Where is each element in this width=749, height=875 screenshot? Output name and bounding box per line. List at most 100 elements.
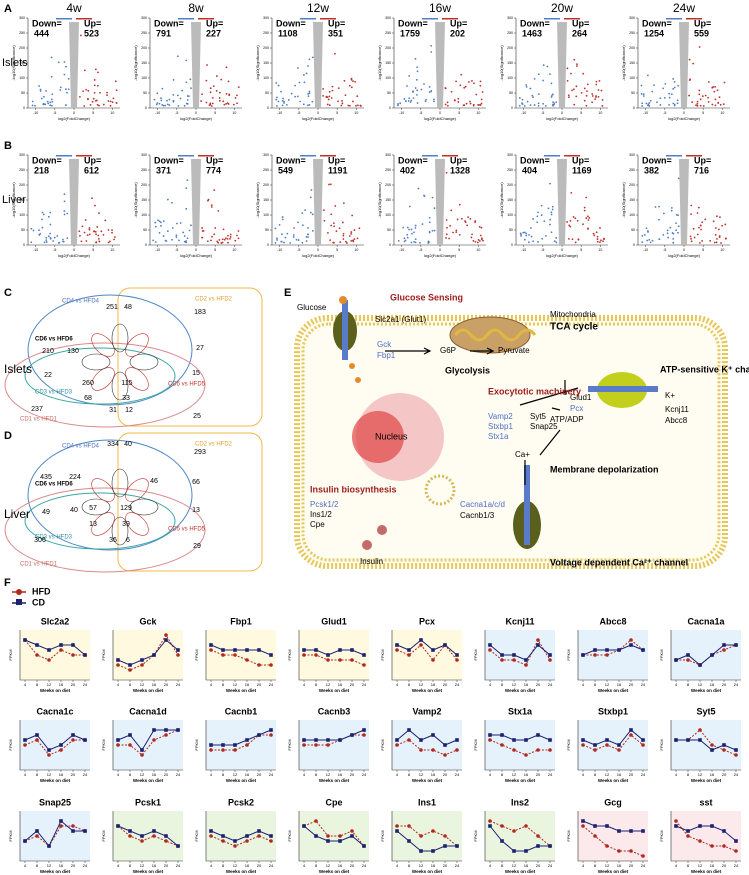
point: [221, 748, 225, 752]
point: [164, 638, 168, 642]
y-tick-label: 250: [507, 31, 513, 35]
dot: [408, 97, 411, 100]
count: 306: [34, 537, 46, 544]
dot: [357, 104, 359, 107]
point: [455, 748, 459, 752]
axis: [112, 720, 183, 771]
x-axis-label: Weeks on diet: [598, 688, 629, 693]
x-tick-label: 16: [338, 772, 343, 777]
dot: [528, 234, 530, 236]
dot: [99, 91, 101, 94]
point: [524, 824, 528, 828]
gene-title: Syt5: [696, 706, 715, 716]
dot: [582, 223, 584, 226]
dot: [463, 86, 466, 89]
dot: [63, 61, 66, 63]
x-tick-label: 24: [176, 682, 181, 687]
dot: [221, 238, 224, 241]
dot: [699, 104, 702, 107]
dot: [52, 240, 55, 242]
dot: [190, 224, 192, 227]
dot: [659, 104, 662, 106]
dot: [87, 98, 89, 101]
dot: [669, 226, 672, 229]
dot: [307, 104, 309, 107]
dot: [428, 91, 431, 94]
y-axis-label: FPKM: [473, 739, 478, 750]
x-tick-label: 20: [629, 863, 634, 868]
dot: [698, 226, 700, 229]
dot: [550, 231, 553, 234]
dot: [417, 187, 420, 190]
dot: [571, 89, 573, 92]
point: [593, 748, 597, 752]
dot: [164, 239, 167, 242]
dot: [672, 78, 675, 80]
point: [431, 849, 435, 853]
dot: [160, 99, 163, 102]
x-tick-label: -10: [277, 248, 282, 252]
dot: [696, 105, 699, 107]
chart-bg: [578, 630, 648, 680]
dot: [713, 241, 716, 244]
dot: [338, 227, 341, 230]
dot: [666, 229, 669, 232]
dot: [210, 204, 213, 207]
down-count: 404: [522, 165, 537, 175]
up-label: Up=: [450, 155, 467, 165]
dot: [348, 104, 351, 107]
x-tick-label: 16: [338, 682, 343, 687]
label: Vamp2: [488, 412, 513, 421]
dot: [63, 193, 66, 196]
x-tick-label: 24: [548, 772, 553, 777]
petal: [81, 498, 111, 516]
dot: [209, 91, 212, 94]
point: [581, 743, 585, 747]
dot: [210, 239, 212, 242]
dot: [30, 241, 33, 244]
x-axis-label: Weeks on diet: [505, 778, 536, 783]
dot: [592, 232, 595, 235]
insulin-granule: [377, 525, 387, 535]
point: [176, 728, 180, 732]
x-tick-label: 12: [419, 772, 424, 777]
dot: [79, 95, 81, 98]
point: [686, 653, 690, 657]
point: [302, 648, 306, 652]
dot: [348, 84, 351, 87]
x-tick-label: 16: [59, 863, 64, 868]
dot: [453, 99, 456, 102]
legend-label: HFD: [32, 586, 51, 596]
y-tick-label: 250: [385, 168, 391, 172]
dot: [460, 217, 463, 220]
label: Ins1/2: [310, 510, 332, 519]
dot: [585, 90, 588, 93]
dot: [567, 94, 570, 97]
dot: [175, 234, 178, 237]
point: [269, 834, 273, 838]
point: [443, 844, 447, 848]
x-tick-label: 4: [210, 772, 213, 777]
x-tick-label: 4: [675, 682, 678, 687]
point: [443, 834, 447, 838]
y-tick-label: 200: [629, 183, 635, 187]
panel-letter: F: [4, 577, 11, 589]
point: [524, 849, 528, 853]
dot: [596, 235, 599, 238]
dot: [601, 105, 604, 107]
dot: [466, 224, 469, 227]
dot: [329, 183, 332, 186]
dot: [646, 230, 649, 232]
dot: [339, 241, 342, 244]
x-tick-label: 20: [629, 772, 634, 777]
y-tick-label: 150: [385, 61, 391, 65]
up-label: Up=: [450, 18, 467, 28]
chart-bg: [113, 720, 183, 770]
x-axis-label: Weeks on diet: [412, 778, 443, 783]
point: [47, 748, 51, 752]
dot: [100, 230, 103, 233]
dot: [416, 89, 419, 92]
y-tick-label: 0: [389, 106, 391, 110]
dot: [186, 179, 189, 182]
dot: [575, 85, 578, 88]
